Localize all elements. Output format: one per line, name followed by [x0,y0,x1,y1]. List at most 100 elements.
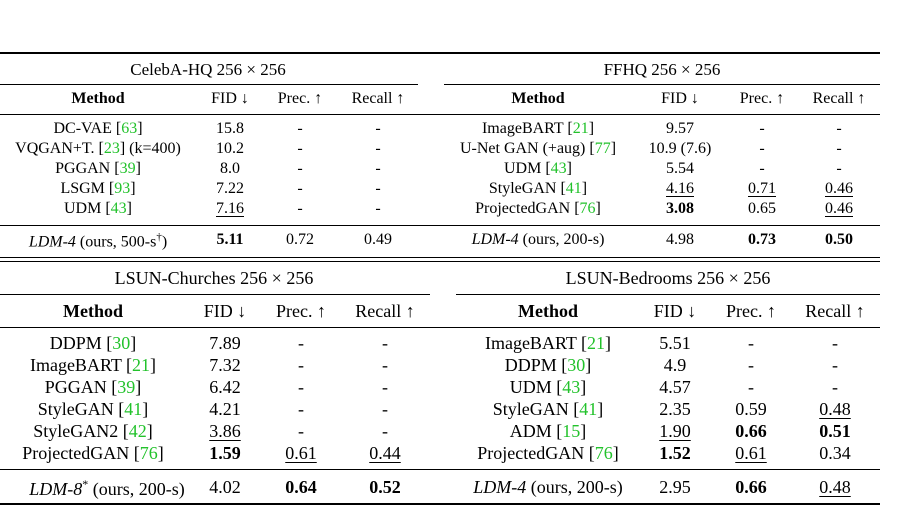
churches-ours-method: LDM-8* (ours, 200-s) [29,477,185,499]
ffhq-header-fid: FID ↓ [661,90,699,107]
churches-row-1-prec: - [298,333,304,353]
ffhq-row-1-method: ImageBART [21] [481,120,595,137]
ffhq-header-method: Method [511,90,565,107]
churches-row-3-method: PGGAN [39] [44,377,142,397]
celeba-row-4-recall: - [375,180,381,197]
churches-row-4-recall: - [382,399,388,419]
ffhq-title: FFHQ 256 × 256 [603,60,721,79]
churches-row-6-fid: 1.59 [209,443,241,463]
celeba-row-5-recall: - [375,200,381,217]
ffhq-row-2-prec: - [759,140,765,157]
bottom-rule [0,503,880,505]
ffhq-ours-recall: 0.50 [825,231,853,248]
churches-row-3-prec: - [298,377,304,397]
celeba-header-method: Method [71,90,125,107]
celeba-row-4-prec: - [297,180,303,197]
celeba-row-5-method: UDM [43] [64,200,132,217]
celeba-title-rule [0,84,418,85]
celeba-row-5-fid: 7.16 [216,200,244,217]
churches-row-5-prec: - [298,421,304,441]
bedrooms-row-3-recall: - [832,377,838,397]
bedrooms-ours-prec: 0.66 [735,477,767,497]
churches-row-1-recall: - [382,333,388,353]
celeba-row-2-prec: - [297,140,303,157]
bedrooms-header-method: Method [518,301,578,321]
churches-row-6-recall: 0.44 [369,443,401,463]
bedrooms-row-4-recall: 0.48 [819,399,851,419]
churches-row-2-recall: - [382,355,388,375]
ffhq-row-5-method: ProjectedGAN [76] [475,200,601,217]
bedrooms-row-2-method: DDPM [30] [504,355,592,375]
churches-row-1-method: DDPM [30] [49,333,137,353]
middle-double-rule-b [0,261,880,262]
ffhq-row-2-fid: 10.9 (7.6) [648,140,712,157]
ffhq-row-5-recall: 0.46 [825,200,853,217]
celeba-row-1-prec: - [297,120,303,137]
bedrooms-row-3-fid: 4.57 [659,377,691,397]
bottom-ours-rule [0,469,880,470]
celeba-ours-method: LDM-4 (ours, 500-s†) [28,231,168,251]
churches-ours-prec: 0.64 [285,477,317,497]
top-ours-rule [0,225,880,226]
bottom-header-rule [0,327,880,328]
bedrooms-row-2-prec: - [748,355,754,375]
churches-row-6-method: ProjectedGAN [76] [22,443,164,463]
churches-row-5-method: StyleGAN2 [42] [33,421,153,441]
churches-title-rule [0,294,430,295]
bedrooms-row-4-method: StyleGAN [41] [492,399,604,419]
top-rule [0,52,880,54]
ffhq-ours-method: LDM-4 (ours, 200-s) [471,231,605,248]
celeba-row-5-prec: - [297,200,303,217]
celeba-row-3-prec: - [297,160,303,177]
ffhq-row-5-prec: 0.65 [748,200,776,217]
churches-row-5-fid: 3.86 [209,421,241,441]
bedrooms-row-5-fid: 1.90 [659,421,691,441]
bedrooms-row-6-method: ProjectedGAN [76] [477,443,619,463]
bedrooms-row-5-method: ADM [15] [509,421,587,441]
bedrooms-row-1-fid: 5.51 [659,333,691,353]
ffhq-row-4-method: StyleGAN [41] [488,180,588,197]
bedrooms-title-rule [456,294,880,295]
ffhq-row-2-method: U-Net GAN (+aug) [77] [459,140,617,157]
celeba-row-1-fid: 15.8 [216,120,244,137]
bedrooms-row-5-recall: 0.51 [819,421,851,441]
churches-row-3-recall: - [382,377,388,397]
celeba-header-fid: FID ↓ [211,90,249,107]
celeba-row-4-method: LSGM [93] [60,180,136,197]
celeba-header-recall: Recall ↑ [351,90,405,107]
bedrooms-ours-fid: 2.95 [659,477,691,497]
bedrooms-header-prec: Prec. ↑ [726,301,776,321]
ffhq-row-1-recall: - [836,120,842,137]
celeba-row-1-method: DC-VAE [63] [53,120,143,137]
churches-header-prec: Prec. ↑ [276,301,326,321]
churches-ours-fid: 4.02 [209,477,241,497]
celeba-header-prec: Prec. ↑ [277,90,323,107]
middle-double-rule-a [0,257,880,258]
celeba-row-2-fid: 10.2 [216,140,244,157]
churches-row-3-fid: 6.42 [209,377,241,397]
ffhq-row-3-method: UDM [43] [504,160,572,177]
bedrooms-header-fid: FID ↓ [653,301,697,321]
churches-row-5-recall: - [382,421,388,441]
celeba-row-2-recall: - [375,140,381,157]
bedrooms-row-4-fid: 2.35 [659,399,691,419]
churches-row-6-prec: 0.61 [285,443,317,463]
ffhq-row-3-prec: - [759,160,765,177]
churches-row-4-prec: - [298,399,304,419]
ffhq-row-4-recall: 0.46 [825,180,853,197]
churches-title: LSUN-Churches 256 × 256 [114,268,314,288]
bedrooms-row-1-recall: - [832,333,838,353]
bedrooms-ours-method: LDM-4 (ours, 200-s) [473,477,623,497]
ffhq-row-1-fid: 9.57 [666,120,694,137]
bedrooms-row-1-prec: - [748,333,754,353]
ffhq-ours-prec: 0.73 [748,231,776,248]
churches-header-fid: FID ↓ [203,301,247,321]
bedrooms-ours-recall: 0.48 [819,477,851,497]
churches-header-method: Method [63,301,123,321]
ffhq-row-4-prec: 0.71 [748,180,776,197]
churches-row-4-method: StyleGAN [41] [37,399,149,419]
ffhq-header-prec: Prec. ↑ [739,90,785,107]
ffhq-row-4-fid: 4.16 [666,180,694,197]
bedrooms-title: LSUN-Bedrooms 256 × 256 [565,268,771,288]
ffhq-row-3-fid: 5.54 [666,160,694,177]
